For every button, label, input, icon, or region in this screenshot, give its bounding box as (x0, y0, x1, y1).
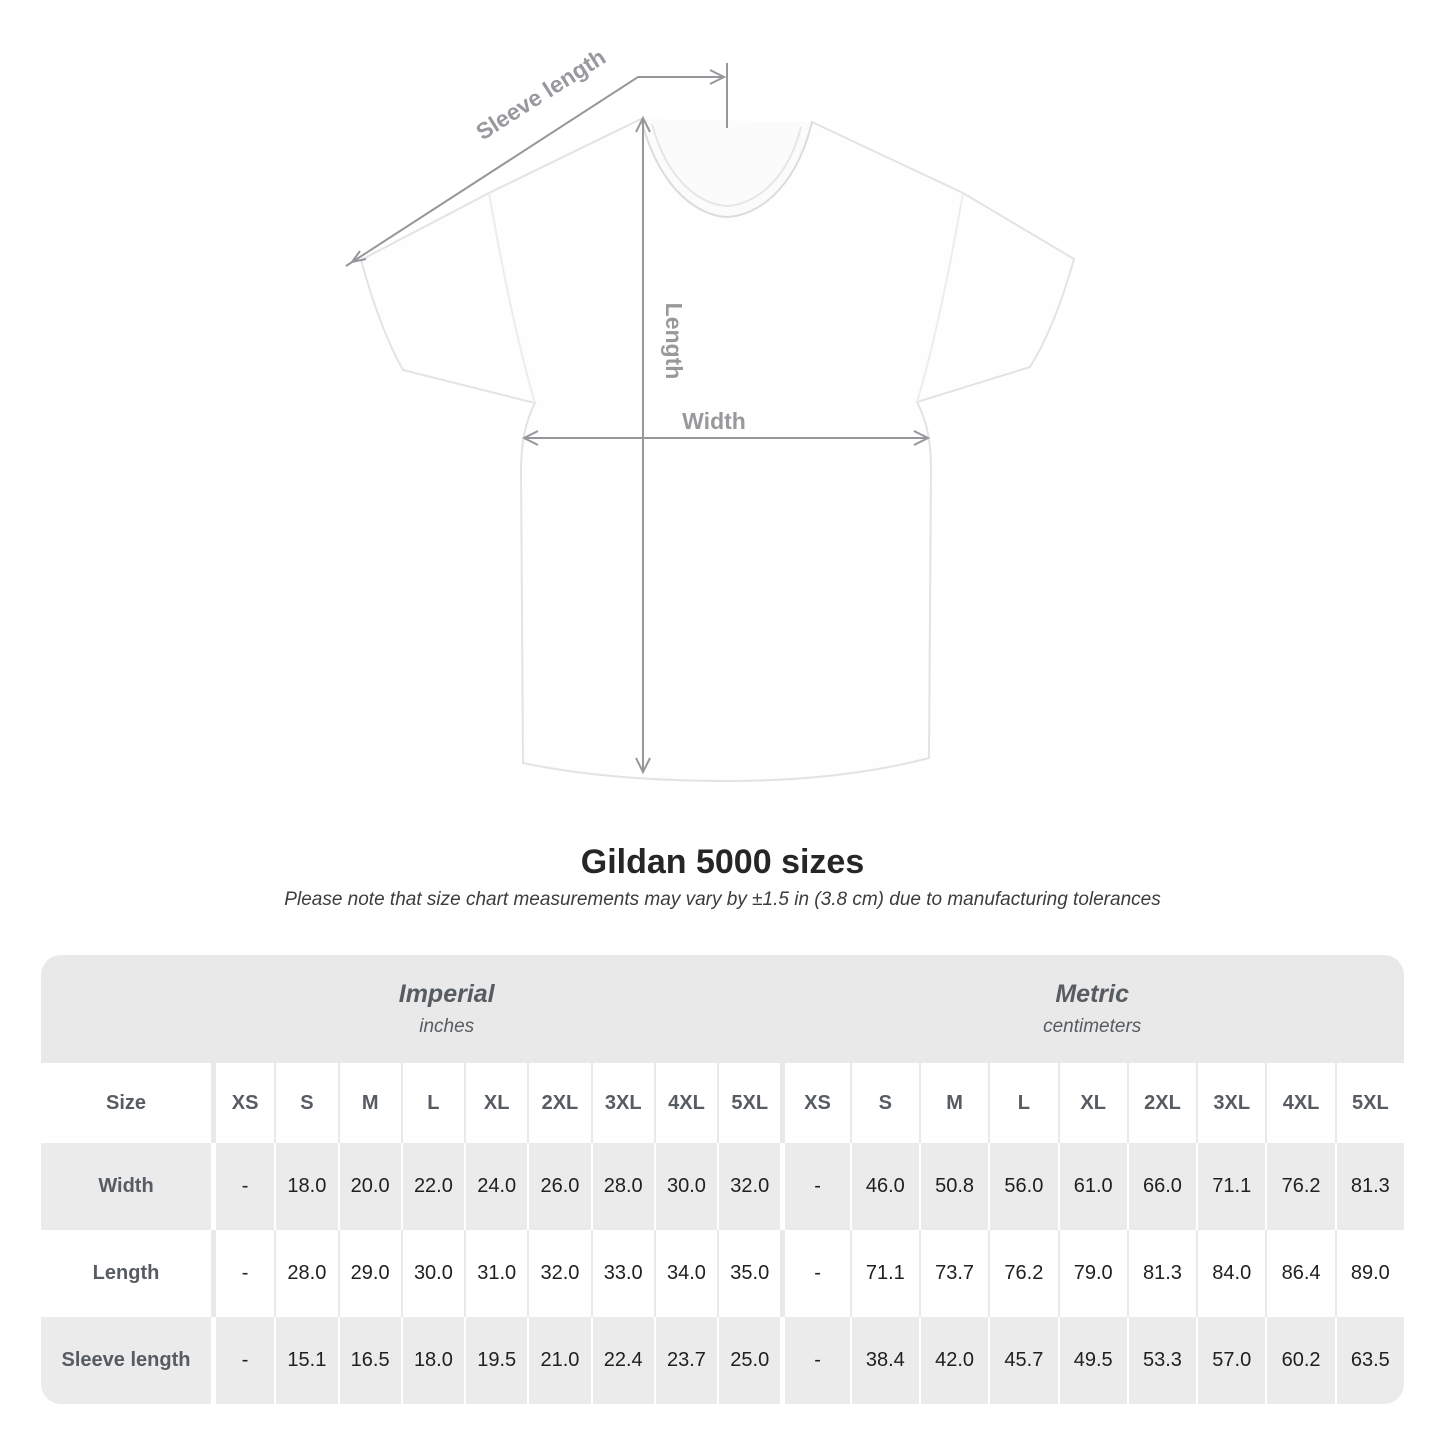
row-label: Length (41, 1230, 211, 1317)
size-value-cell: - (211, 1143, 275, 1230)
size-value-cell: 89.0 (1334, 1230, 1404, 1317)
size-value-cell: 63.5 (1334, 1317, 1404, 1404)
size-value-cell: - (780, 1230, 850, 1317)
size-value-cell: 60.2 (1265, 1317, 1335, 1404)
size-value-cell: 79.0 (1057, 1230, 1127, 1317)
size-col-header: 2XL (527, 1063, 591, 1143)
size-value-cell: 86.4 (1265, 1230, 1335, 1317)
size-value-cell: 28.0 (274, 1230, 338, 1317)
size-value-cell: 38.4 (849, 1317, 919, 1404)
tshirt-right-sleeve-seam (916, 192, 964, 403)
size-value-cell: 50.8 (918, 1143, 989, 1230)
size-col-header: 5XL (717, 1063, 781, 1143)
size-value-cell: 45.7 (988, 1317, 1058, 1404)
size-value-cell: - (780, 1317, 850, 1404)
size-value-cell: 53.3 (1126, 1317, 1197, 1404)
size-value-cell: 81.3 (1334, 1143, 1404, 1230)
size-value-cell: 30.0 (400, 1230, 465, 1317)
sleeve-length-dimension-line (345, 63, 728, 267)
size-col-header: 3XL (1196, 1063, 1266, 1143)
size-col-header: XS (780, 1063, 850, 1143)
width-dimension-line (521, 430, 931, 446)
size-value-cell: 26.0 (527, 1143, 591, 1230)
size-value-cell: 18.0 (274, 1143, 338, 1230)
width-label: Width (682, 408, 746, 434)
tshirt-outline (359, 117, 1076, 783)
size-value-cell: 76.2 (988, 1230, 1058, 1317)
size-value-cell: 24.0 (464, 1143, 528, 1230)
size-value-cell: 34.0 (653, 1230, 718, 1317)
unit-group-label: Metric (1055, 980, 1129, 1008)
size-value-cell: 32.0 (717, 1143, 781, 1230)
unit-group-metric: Metric centimeters (780, 955, 1404, 1063)
size-value-cell: 61.0 (1057, 1143, 1127, 1230)
unit-group-label: Imperial (398, 980, 495, 1008)
size-value-cell: 76.2 (1265, 1143, 1335, 1230)
size-value-cell: 22.4 (590, 1317, 654, 1404)
length-label: Length (661, 303, 687, 380)
size-value-cell: 46.0 (849, 1143, 919, 1230)
tshirt-diagram-section: Length Width Sleeve length (345, 43, 1076, 783)
size-col-header: 4XL (1265, 1063, 1335, 1143)
size-col-header: M (918, 1063, 989, 1143)
size-value-cell: 20.0 (337, 1143, 401, 1230)
size-col-header: M (337, 1063, 401, 1143)
size-value-cell: 71.1 (849, 1230, 919, 1317)
size-value-cell: 32.0 (527, 1230, 591, 1317)
size-value-cell: - (211, 1230, 275, 1317)
size-col-header: XL (1057, 1063, 1127, 1143)
size-value-cell: 22.0 (400, 1143, 465, 1230)
size-value-cell: 23.7 (653, 1317, 718, 1404)
tshirt-collar-outer (640, 118, 813, 219)
size-value-cell: 28.0 (590, 1143, 654, 1230)
size-table: Imperial inches Metric centimeters Size X… (41, 955, 1404, 1404)
unit-group-sublabel: inches (419, 1016, 475, 1037)
unit-group-sublabel: centimeters (1043, 1016, 1142, 1037)
row-label: Sleeve length (41, 1317, 211, 1404)
size-value-cell: - (211, 1317, 275, 1404)
size-value-cell: 35.0 (717, 1230, 781, 1317)
tshirt-left-sleeve-seam (488, 192, 536, 404)
size-value-cell: 57.0 (1196, 1317, 1266, 1404)
unit-group-imperial: Imperial inches (41, 955, 781, 1063)
size-value-cell: 81.3 (1126, 1230, 1197, 1317)
size-value-cell: 30.0 (653, 1143, 718, 1230)
size-col-header: XL (464, 1063, 528, 1143)
size-col-header: L (988, 1063, 1058, 1143)
size-value-cell: 31.0 (464, 1230, 528, 1317)
sleeve-length-label: Sleeve length (471, 43, 610, 145)
size-value-cell: 29.0 (337, 1230, 401, 1317)
size-value-cell: 19.5 (464, 1317, 528, 1404)
tshirt-collar-inner (651, 123, 802, 208)
size-value-cell: 49.5 (1057, 1317, 1127, 1404)
length-dimension-line (635, 115, 651, 775)
size-column-header: Size (41, 1063, 211, 1143)
size-value-cell: 25.0 (717, 1317, 781, 1404)
size-col-header: S (849, 1063, 919, 1143)
size-value-cell: - (780, 1143, 850, 1230)
tolerance-note: Please note that size chart measurements… (284, 889, 1161, 910)
size-value-cell: 71.1 (1196, 1143, 1266, 1230)
size-col-header: 2XL (1126, 1063, 1197, 1143)
size-value-cell: 21.0 (527, 1317, 591, 1404)
size-col-header: 3XL (590, 1063, 654, 1143)
size-col-header: 5XL (1334, 1063, 1404, 1143)
page-title: Gildan 5000 sizes (580, 843, 865, 881)
size-value-cell: 16.5 (337, 1317, 401, 1404)
row-label: Width (41, 1143, 211, 1230)
size-value-cell: 73.7 (918, 1230, 989, 1317)
size-value-cell: 15.1 (274, 1317, 338, 1404)
size-col-header: 4XL (653, 1063, 718, 1143)
size-value-cell: 66.0 (1126, 1143, 1197, 1230)
tshirt-diagram: Length Width Sleeve length (345, 43, 1076, 783)
size-col-header: S (274, 1063, 338, 1143)
size-col-header: L (400, 1063, 465, 1143)
size-value-cell: 33.0 (590, 1230, 654, 1317)
size-value-cell: 18.0 (400, 1317, 465, 1404)
size-value-cell: 42.0 (918, 1317, 989, 1404)
size-col-header: XS (211, 1063, 275, 1143)
size-value-cell: 84.0 (1196, 1230, 1266, 1317)
size-value-cell: 56.0 (988, 1143, 1058, 1230)
